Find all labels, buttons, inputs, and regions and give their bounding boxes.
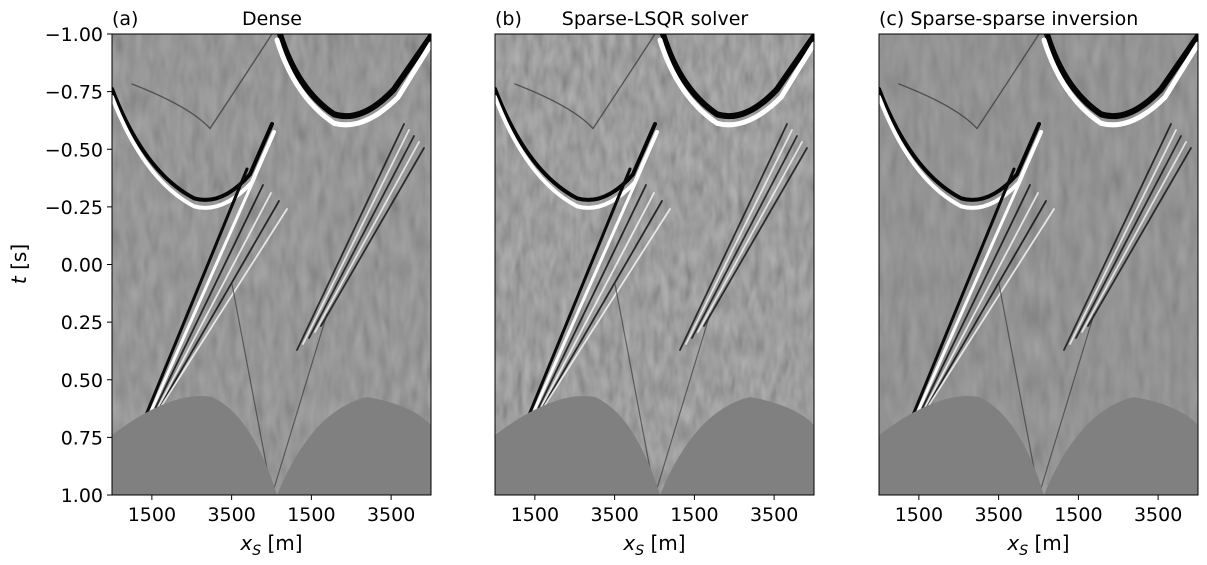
y-tick-label: 0.25 bbox=[61, 312, 103, 334]
x-axis-label: xS [m] bbox=[1006, 531, 1069, 559]
y-tick-label: −0.25 bbox=[45, 197, 103, 219]
v-event bbox=[614, 283, 711, 495]
x-tick-label: 1500 bbox=[128, 504, 176, 526]
panel-2: (b) Sparse-LSQR solver 1500 3500 1500 3500 xS … bbox=[494, 8, 815, 559]
hyperbola-right-black bbox=[277, 34, 431, 120]
linear-event bbox=[1069, 129, 1177, 345]
linear-event bbox=[691, 135, 798, 339]
linear-event bbox=[910, 208, 1055, 434]
seismic-image bbox=[112, 34, 431, 495]
hyperbola-right-white bbox=[657, 37, 814, 128]
muted-region bbox=[277, 397, 431, 495]
panel-tag: (c) bbox=[879, 8, 904, 30]
muted-region bbox=[1044, 397, 1198, 495]
muted-region bbox=[879, 396, 1044, 495]
muted-region bbox=[495, 396, 660, 495]
x-tick-label: 3500 bbox=[1134, 504, 1182, 526]
muted-region bbox=[112, 396, 277, 495]
seismic-image bbox=[879, 34, 1198, 495]
diffraction-event bbox=[514, 34, 656, 130]
x-tick-label: 1500 bbox=[670, 504, 718, 526]
noise-texture bbox=[112, 34, 431, 495]
plot-frame bbox=[878, 33, 1199, 496]
panel-tag: (a) bbox=[112, 8, 138, 30]
noise-texture bbox=[495, 34, 814, 495]
hyperbola-left-black bbox=[495, 87, 657, 202]
linear-event bbox=[308, 135, 415, 339]
y-tick-label: 0.00 bbox=[61, 255, 103, 277]
noise-texture bbox=[879, 34, 1198, 495]
linear-event bbox=[143, 208, 288, 434]
panel-title: (c) Sparse-sparse inversion bbox=[879, 8, 1138, 30]
x-tick-label: 3500 bbox=[367, 504, 415, 526]
plot-frame bbox=[494, 33, 815, 496]
y-tick-label: 1.00 bbox=[61, 485, 103, 507]
y-tick-label: −0.75 bbox=[45, 82, 103, 104]
linear-event bbox=[1063, 123, 1172, 351]
x-tick-label: 3500 bbox=[590, 504, 638, 526]
linear-event bbox=[320, 147, 425, 327]
linear-event bbox=[1081, 141, 1187, 333]
x-tick-label: 3500 bbox=[207, 504, 255, 526]
y-axis-label: t [s] bbox=[7, 244, 31, 284]
panel-1: (a) Dense 1500 3500 1500 3500 xS [m] −1.00 −0.75… bbox=[45, 8, 432, 559]
linear-event bbox=[302, 129, 410, 345]
linear-event bbox=[685, 129, 793, 345]
hyperbola-right-black bbox=[660, 34, 814, 120]
x-tick-label: 1500 bbox=[895, 504, 943, 526]
muted-region bbox=[660, 397, 814, 495]
y-tick-label: 0.75 bbox=[61, 427, 103, 449]
linear-event bbox=[296, 123, 405, 351]
hyperbola-right-white bbox=[274, 37, 431, 128]
linear-event bbox=[679, 123, 788, 351]
linear-event bbox=[1075, 135, 1182, 339]
x-tick-label: 3500 bbox=[974, 504, 1022, 526]
linear-event bbox=[1087, 147, 1192, 327]
diffraction-event bbox=[131, 34, 273, 130]
x-tick-label: 3500 bbox=[750, 504, 798, 526]
panel-title-text: Dense bbox=[242, 8, 302, 30]
v-event bbox=[998, 283, 1095, 495]
linear-event bbox=[526, 208, 671, 434]
v-event bbox=[231, 283, 328, 495]
seismic-image bbox=[495, 34, 814, 495]
y-tick-label: 0.50 bbox=[61, 370, 103, 392]
x-tick-label: 1500 bbox=[511, 504, 559, 526]
panel-title-text: Sparse-LSQR solver bbox=[562, 8, 749, 30]
panel-title: (a) bbox=[112, 8, 138, 30]
panel-tag: (b) bbox=[495, 8, 522, 30]
x-axis-label: xS [m] bbox=[622, 531, 685, 559]
diffraction-event bbox=[898, 34, 1040, 130]
panel-title: (b) bbox=[495, 8, 522, 30]
panel-3: (c) Sparse-sparse inversion 1500 3500 1500 3… bbox=[878, 8, 1199, 559]
y-tick-label: −0.50 bbox=[45, 139, 103, 161]
y-tick-label: −1.00 bbox=[45, 24, 103, 46]
linear-event bbox=[314, 141, 420, 333]
hyperbola-right-white bbox=[1041, 37, 1198, 128]
linear-event bbox=[697, 141, 803, 333]
x-axis-label: xS [m] bbox=[239, 531, 302, 559]
x-tick-label: 1500 bbox=[1054, 504, 1102, 526]
hyperbola-right-black bbox=[1044, 34, 1198, 120]
hyperbola-left-black bbox=[112, 87, 274, 202]
hyperbola-left-black bbox=[879, 87, 1041, 202]
x-tick-label: 1500 bbox=[287, 504, 335, 526]
linear-event bbox=[703, 147, 808, 327]
